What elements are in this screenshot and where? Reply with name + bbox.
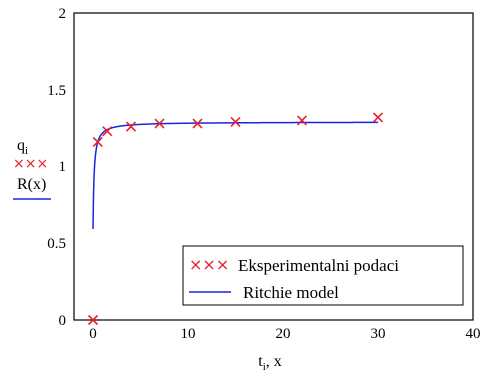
data-point-marker	[192, 118, 203, 129]
y-axis-marker-sample: ×××	[13, 156, 48, 172]
x-tick-label-0: 0	[89, 326, 97, 342]
data-point-stroke	[230, 116, 241, 128]
y-axis-label: qi ××× R(x)	[13, 137, 51, 200]
y-tick-label-0: 0	[59, 313, 67, 329]
y-tick-labels: 2 1.5 1 0.5 0	[47, 6, 66, 329]
data-point-marker	[102, 126, 113, 137]
legend-label-experimental: Eksperimentalni podaci	[238, 256, 399, 275]
y-axis-label-r: R(x)	[17, 176, 46, 193]
data-point-stroke	[92, 136, 103, 148]
legend-box	[182, 245, 464, 306]
legend-label-model: Ritchie model	[243, 283, 339, 302]
x-tick-labels: 0 10 20 30 40	[89, 326, 480, 342]
x-axis-label-subscript: i	[263, 361, 266, 373]
y-tick-label-0_5: 0.5	[47, 236, 66, 252]
legend-marker-symbol: ×××	[189, 255, 229, 274]
x-tick-label-20: 20	[276, 326, 291, 342]
data-point-marker	[230, 116, 241, 128]
data-point-stroke	[125, 121, 137, 132]
y-tick-label-2: 2	[59, 6, 67, 22]
y-axis-label-q-main: q	[17, 137, 25, 154]
data-point-marker	[372, 112, 384, 123]
x-axis-label: ti, x	[258, 353, 282, 373]
plot-frame	[73, 12, 474, 321]
data-point-stroke	[372, 112, 384, 123]
data-point-stroke	[154, 118, 165, 129]
data-point-marker	[154, 118, 165, 129]
data-point-stroke	[296, 115, 308, 126]
data-point-marker	[296, 115, 308, 126]
x-axis-label-main: t	[258, 353, 263, 370]
series-line-ritchie-model	[92, 121, 378, 230]
data-point-stroke	[192, 118, 203, 129]
data-point-marker	[92, 136, 103, 148]
y-tick-label-1_5: 1.5	[47, 83, 66, 99]
y-tick-label-1: 1	[59, 159, 67, 175]
legend: ××× Eksperimentalni podaci Ritchie model	[182, 245, 464, 306]
y-axis-label-q-subscript: i	[25, 145, 28, 157]
data-point-stroke	[87, 314, 99, 326]
data-point-stroke	[102, 126, 113, 137]
data-point-marker	[87, 314, 99, 326]
series-layer	[87, 112, 384, 326]
y-axis-label-q: qi	[17, 137, 28, 157]
data-point-marker	[125, 121, 137, 132]
x-tick-label-40: 40	[466, 326, 481, 342]
x-tick-label-30: 30	[371, 326, 386, 342]
x-axis-label-suffix: , x	[266, 353, 282, 370]
x-tick-label-10: 10	[181, 326, 196, 342]
